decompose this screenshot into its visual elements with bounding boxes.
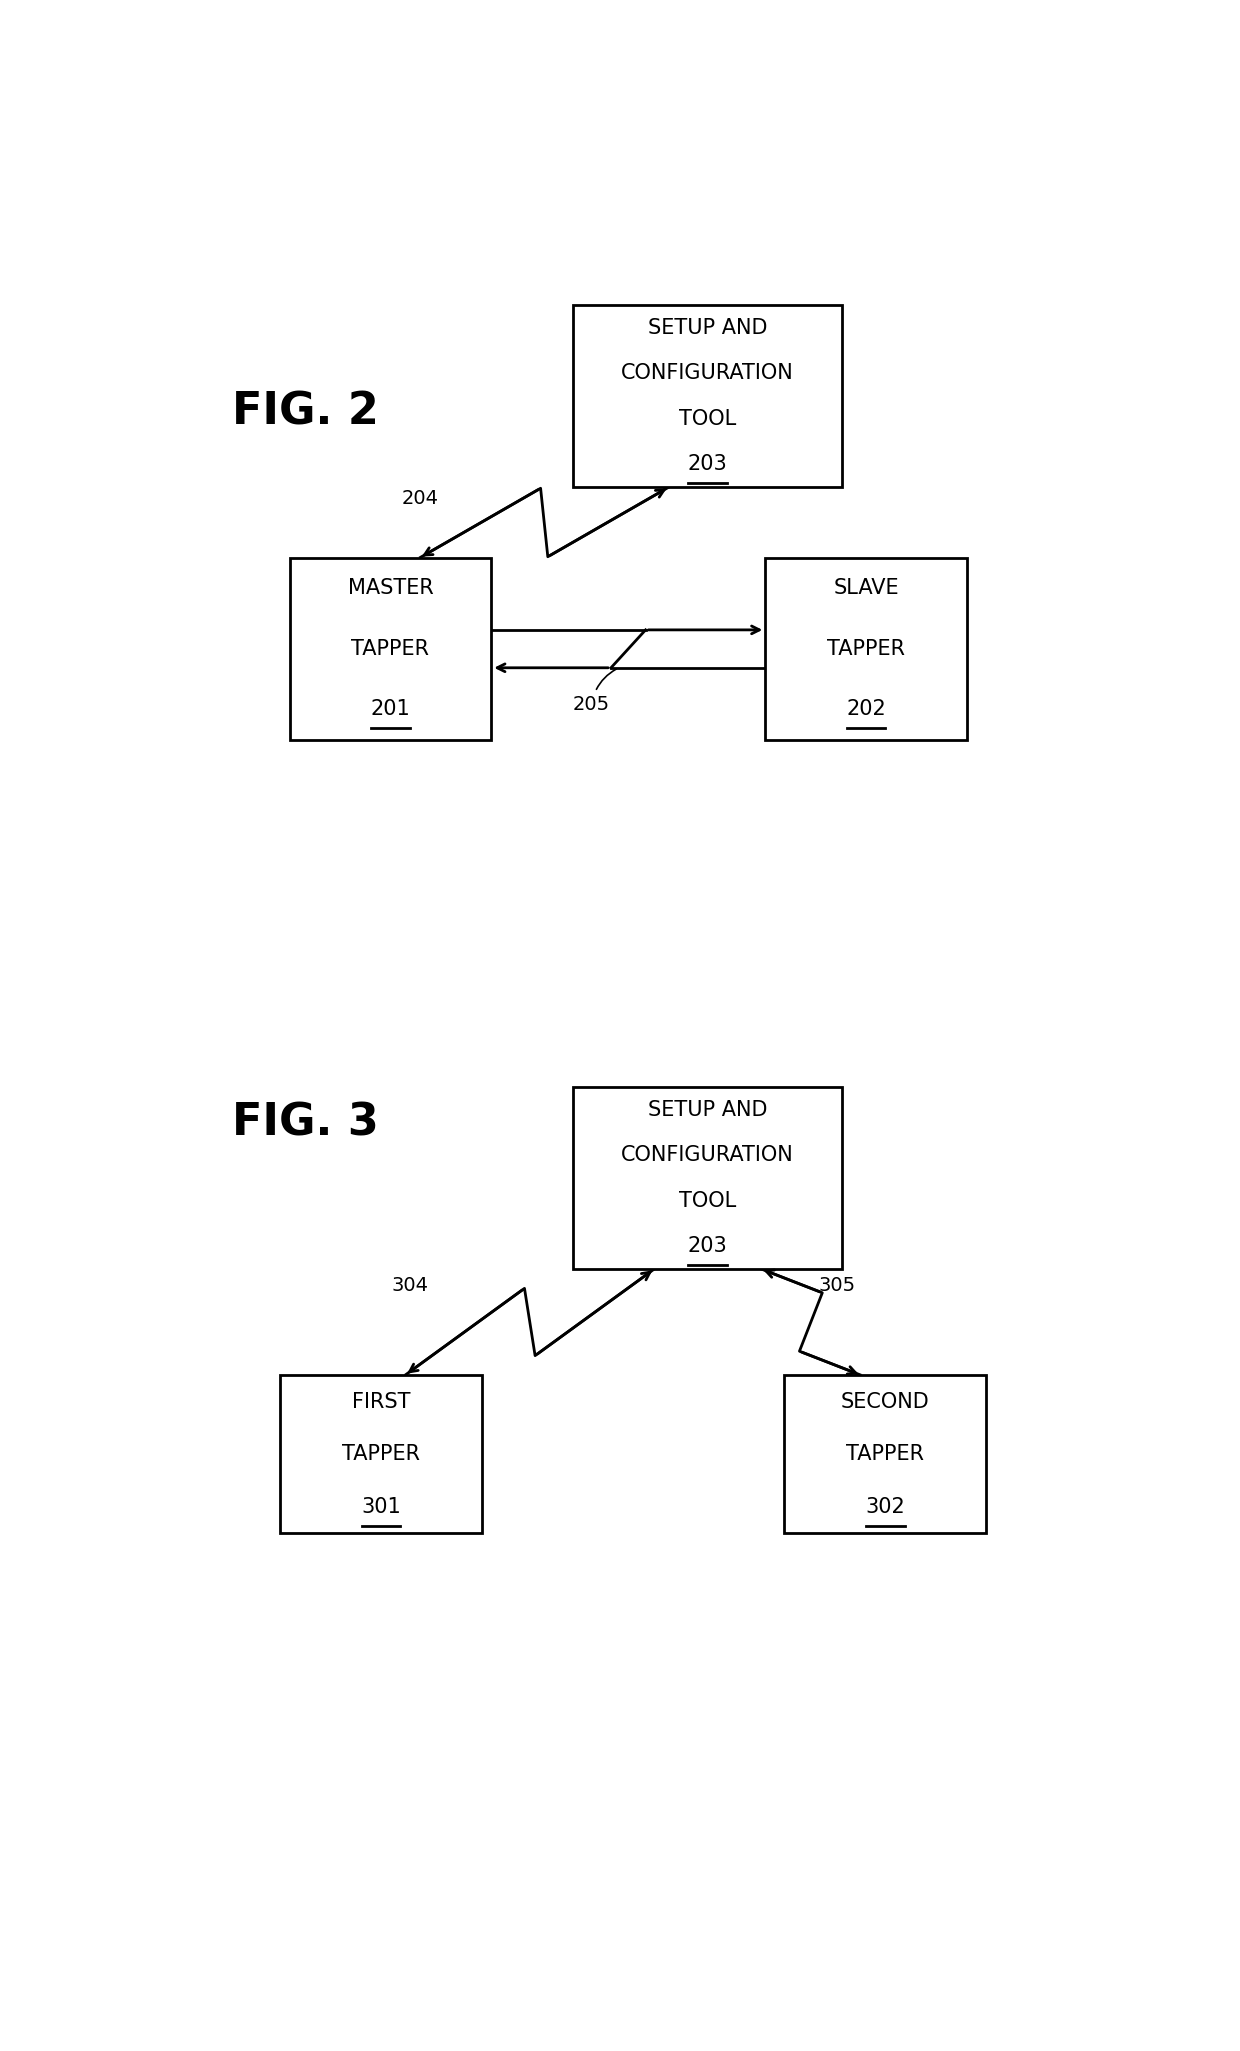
- Text: 304: 304: [392, 1276, 429, 1294]
- Text: TOOL: TOOL: [680, 1190, 737, 1210]
- Text: 203: 203: [688, 1237, 728, 1255]
- Text: 305: 305: [818, 1276, 856, 1294]
- FancyBboxPatch shape: [573, 1087, 842, 1270]
- Text: FIG. 2: FIG. 2: [232, 390, 378, 433]
- Text: 205: 205: [573, 669, 616, 714]
- Text: SETUP AND: SETUP AND: [647, 318, 768, 338]
- Text: SECOND: SECOND: [841, 1393, 930, 1411]
- FancyBboxPatch shape: [785, 1376, 986, 1534]
- Text: 302: 302: [866, 1497, 905, 1518]
- Text: TOOL: TOOL: [680, 408, 737, 429]
- Text: 201: 201: [371, 699, 410, 720]
- Text: 204: 204: [402, 490, 439, 509]
- Text: CONFIGURATION: CONFIGURATION: [621, 1144, 794, 1165]
- Text: 202: 202: [846, 699, 887, 720]
- Text: SLAVE: SLAVE: [833, 578, 899, 599]
- FancyBboxPatch shape: [765, 558, 967, 740]
- Text: FIRST: FIRST: [352, 1393, 410, 1411]
- FancyBboxPatch shape: [280, 1376, 481, 1534]
- Text: TAPPER: TAPPER: [847, 1444, 924, 1464]
- Text: FIG. 3: FIG. 3: [232, 1101, 378, 1144]
- Text: TAPPER: TAPPER: [342, 1444, 420, 1464]
- Text: CONFIGURATION: CONFIGURATION: [621, 363, 794, 384]
- Text: 203: 203: [688, 453, 728, 474]
- Text: 301: 301: [361, 1497, 401, 1518]
- Text: SETUP AND: SETUP AND: [647, 1099, 768, 1120]
- Text: TAPPER: TAPPER: [827, 638, 905, 658]
- FancyBboxPatch shape: [290, 558, 491, 740]
- FancyBboxPatch shape: [573, 306, 842, 486]
- Text: TAPPER: TAPPER: [351, 638, 429, 658]
- Text: MASTER: MASTER: [347, 578, 433, 599]
